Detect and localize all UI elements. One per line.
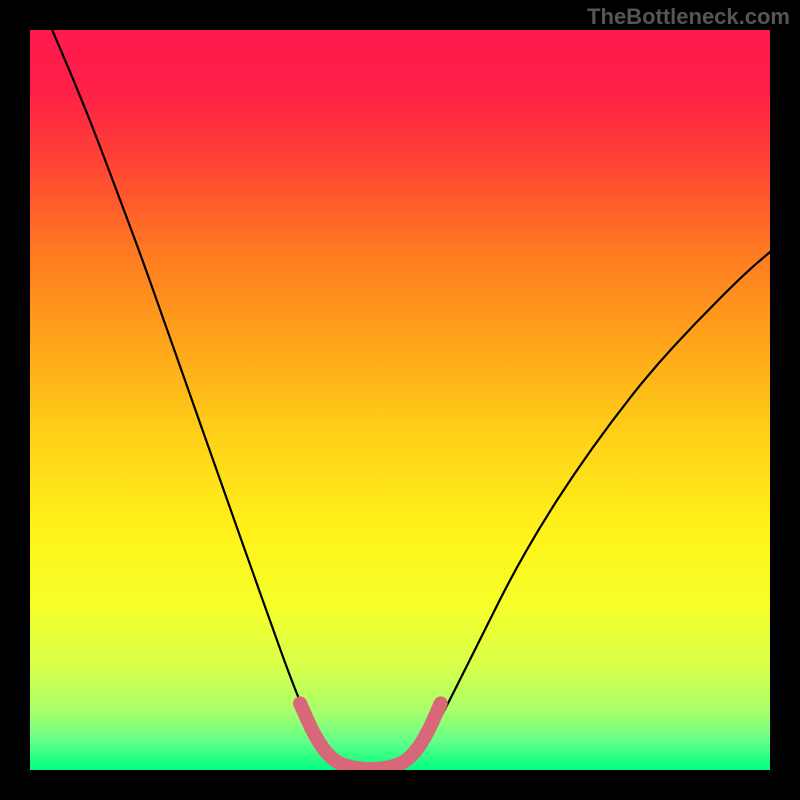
gradient-background <box>30 30 770 770</box>
watermark-text: TheBottleneck.com <box>587 4 790 30</box>
bottleneck-chart-svg <box>30 30 770 770</box>
chart-container: TheBottleneck.com <box>0 0 800 800</box>
plot-area <box>30 30 770 770</box>
